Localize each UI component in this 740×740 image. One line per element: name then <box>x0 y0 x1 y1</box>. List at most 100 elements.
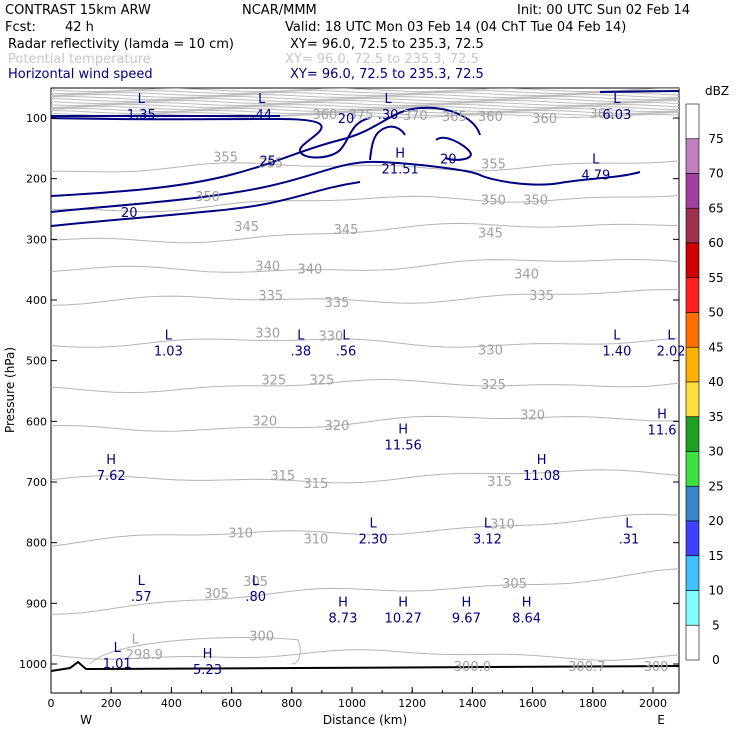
strat-contour <box>50 107 680 113</box>
extremum-h-marker: H <box>203 647 213 662</box>
theta-label-360: 360 <box>478 110 503 125</box>
extremum-value: 1.35 <box>127 108 156 123</box>
extremum-l-marker: L <box>592 153 600 168</box>
y-tick-label: 900 <box>26 597 47 610</box>
y-tick-label: 100 <box>26 112 47 125</box>
theta-label-345: 345 <box>234 220 259 235</box>
extremum-value: 8.64 <box>512 611 541 626</box>
colorbar-swatch <box>685 555 700 591</box>
extremum-l-marker: L <box>384 92 392 107</box>
theta-label-330: 330 <box>319 329 344 344</box>
wind-label-20: 20 <box>121 206 138 221</box>
strat-contour <box>50 99 680 105</box>
theta-label-310: 310 <box>303 533 328 548</box>
theta-label-355: 355 <box>213 150 238 165</box>
extremum-h-marker: H <box>657 407 667 422</box>
theta-label-355: 355 <box>258 157 283 172</box>
strat-contour <box>50 91 680 97</box>
theta-label-310: 310 <box>490 517 515 532</box>
theta-contour-345 <box>50 222 680 244</box>
theta-contour-330 <box>50 337 680 348</box>
theta-label-345: 345 <box>478 226 503 241</box>
x-tick-label: 400 <box>161 697 182 710</box>
wind-contour-20-top <box>50 117 371 159</box>
extremum-h-marker: H <box>398 423 408 438</box>
extremum-value: .30 <box>378 108 399 123</box>
extremum-value: 1.03 <box>154 345 183 360</box>
extremum-value: 5.23 <box>193 663 222 678</box>
terrain-surface-line <box>50 660 680 673</box>
field-xy-reflectivity: XY= 96.0, 72.5 to 235.3, 72.5 <box>290 37 484 52</box>
theta-label-335: 335 <box>325 296 350 311</box>
theta-label-345: 345 <box>334 223 359 238</box>
colorbar-swatch <box>685 416 700 452</box>
east-label: E <box>657 713 665 727</box>
theta-contour-350 <box>50 195 680 213</box>
extremum-h-marker: H <box>537 453 547 468</box>
extremum-value: .80 <box>245 590 266 605</box>
strat-contour <box>50 109 680 115</box>
colorbar-swatch <box>685 346 700 383</box>
theta-label-330: 330 <box>255 326 280 341</box>
y-tick-label: 1000 <box>19 658 47 671</box>
extremum-value: 6.03 <box>602 108 631 123</box>
theta-label-300.7: 300.7 <box>568 660 605 675</box>
theta-label-320: 320 <box>520 408 545 423</box>
stratosphere-contour-band <box>50 87 680 119</box>
colorbar-level-35: 35 <box>708 410 723 424</box>
theta-label-365: 365 <box>442 110 467 125</box>
theta-label-335: 335 <box>258 289 283 304</box>
colorbar-swatch <box>685 242 700 279</box>
theta-label-350: 350 <box>195 190 220 205</box>
theta-label-315: 315 <box>303 477 328 492</box>
colorbar-swatch <box>685 451 700 487</box>
theta-contour-340 <box>50 258 680 273</box>
theta-label-320: 320 <box>325 419 350 434</box>
wind-contour-layer <box>50 90 680 227</box>
extremum-value: 11.6 <box>648 423 677 438</box>
strat-contour <box>50 105 680 111</box>
contour-label-layer: 300 305 305 305 310 310 310 315 315 315 320 320 320 3… <box>121 107 668 675</box>
strat-contour <box>50 87 679 93</box>
y-axis-label: Pressure (hPa) <box>3 347 17 433</box>
field-xy-wind: XY= 96.0, 72.5 to 235.3, 72.5 <box>290 67 484 82</box>
colorbar-level-75: 75 <box>708 132 723 146</box>
extremum-h-marker: H <box>461 595 471 610</box>
strat-contour <box>50 89 680 95</box>
strat-contour <box>50 103 680 108</box>
extremum-l-marker: L <box>114 641 122 656</box>
y-tick-label: 400 <box>26 294 47 307</box>
wind-label-25: 25 <box>259 154 276 169</box>
wind-contour-20-closed <box>369 125 406 161</box>
extremum-h-marker: H <box>106 453 116 468</box>
strat-contour <box>50 111 680 117</box>
theta-contour-315 <box>50 469 680 484</box>
field-name-wind: Horizontal wind speed <box>8 67 153 82</box>
theta-label-315: 315 <box>270 469 295 484</box>
extremum-l-marker: L <box>484 517 492 532</box>
west-label: W <box>80 713 92 727</box>
extremum-l-marker: L <box>297 329 305 344</box>
colorbar-level-25: 25 <box>708 479 723 493</box>
wind-contour-20-lower <box>50 181 361 227</box>
x-tick-label: 1800 <box>579 697 607 710</box>
strat-contour <box>50 113 680 119</box>
colorbar-level-55: 55 <box>708 271 723 285</box>
theta-label-330: 330 <box>478 343 503 358</box>
extremum-value: 2.02 <box>657 345 686 360</box>
theta-label-310: 310 <box>228 527 253 542</box>
extremum-value: 8.73 <box>328 611 357 626</box>
theta-label-300: 300 <box>249 630 274 645</box>
init-time: Init: 00 UTC Sun 02 Feb 14 <box>517 3 690 18</box>
theta-contour-355 <box>51 160 680 173</box>
x-tick-label: 1600 <box>519 697 547 710</box>
colorbar-level-5: 5 <box>712 618 720 632</box>
theta-label-340: 340 <box>297 263 322 278</box>
colorbar-level-30: 30 <box>708 445 723 459</box>
colorbar-swatch <box>685 103 700 140</box>
extremum-value: 3.12 <box>473 533 502 548</box>
wind-label-20: 20 <box>440 153 457 168</box>
x-tick-label: 1000 <box>338 697 366 710</box>
fcst-label: Fcst: <box>5 20 36 35</box>
theta-label-350: 350 <box>523 194 548 209</box>
